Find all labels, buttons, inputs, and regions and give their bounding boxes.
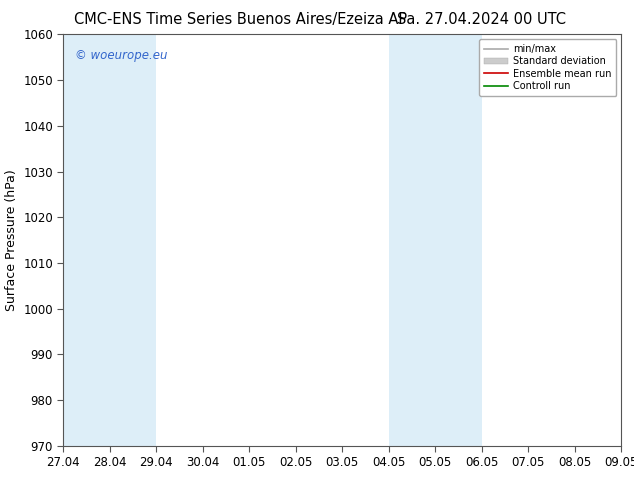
Text: CMC-ENS Time Series Buenos Aires/Ezeiza AP: CMC-ENS Time Series Buenos Aires/Ezeiza … xyxy=(74,12,408,27)
Text: Sa. 27.04.2024 00 UTC: Sa. 27.04.2024 00 UTC xyxy=(398,12,566,27)
Legend: min/max, Standard deviation, Ensemble mean run, Controll run: min/max, Standard deviation, Ensemble me… xyxy=(479,39,616,96)
Text: © woeurope.eu: © woeurope.eu xyxy=(75,49,167,62)
Y-axis label: Surface Pressure (hPa): Surface Pressure (hPa) xyxy=(4,169,18,311)
Bar xyxy=(389,34,482,446)
Bar xyxy=(63,34,157,446)
